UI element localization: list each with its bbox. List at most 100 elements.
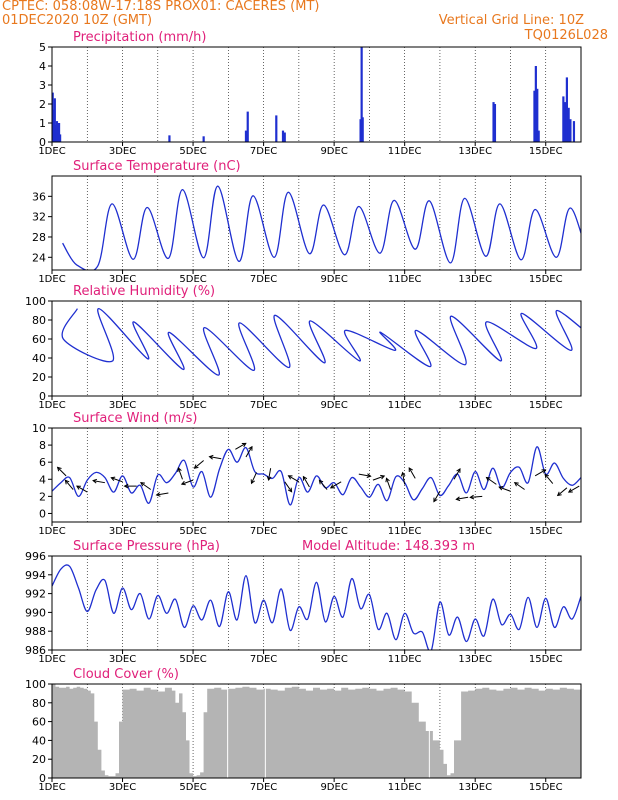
wind-arrow-head <box>408 467 413 473</box>
x-tick-label: 7DEC <box>250 400 277 411</box>
y-tick-label: 32 <box>32 211 46 224</box>
x-tick-label: 5DEC <box>179 274 206 285</box>
x-tick-label: 1DEC <box>38 654 65 665</box>
x-tick-label: 1DEC <box>38 274 65 285</box>
x-tick-label: 11DEC <box>388 526 422 537</box>
precip-bar <box>564 102 567 142</box>
wind-arrow-head <box>155 492 161 497</box>
precip-bar <box>202 136 205 142</box>
wind-arrow-head <box>498 486 504 491</box>
x-tick-label: 5DEC <box>179 526 206 537</box>
x-tick-label: 11DEC <box>388 146 422 157</box>
wind-arrow-head <box>456 467 461 473</box>
precip-bar <box>283 132 286 142</box>
y-tick-label: 5 <box>39 41 46 54</box>
wind-arrow-head <box>469 494 475 500</box>
wind-arrow-shaft <box>408 467 416 479</box>
wind-arrow-head <box>433 497 438 503</box>
y-tick-label: 40 <box>32 734 46 747</box>
precip-bar <box>537 130 540 142</box>
y-tick-label: 28 <box>32 231 46 244</box>
x-tick-label: 7DEC <box>250 146 277 157</box>
panel-title: Surface Wind (m/s) <box>73 411 197 426</box>
wind-arrow-head <box>544 473 549 479</box>
wind-arrow-head <box>123 483 129 489</box>
wind-arrow-shaft <box>57 467 67 477</box>
wind-arrow-shaft <box>385 478 392 490</box>
precip-bar <box>246 111 249 142</box>
wind-arrow-shaft <box>544 474 554 484</box>
precip-bar <box>360 47 363 142</box>
panel-2: 24 28 32 36 1DEC 3DEC 5DEC 7DEC 9DEC 11DEC 13DEC 15… <box>32 159 582 285</box>
y-tick-label: 6 <box>39 456 46 469</box>
wind-arrow-head <box>177 467 182 473</box>
y-tick-label: 80 <box>32 314 46 327</box>
header-grid-line: Vertical Grid Line: 10Z <box>438 13 584 28</box>
y-tick-label: 2 <box>39 98 46 111</box>
wind-arrow-head <box>208 454 214 460</box>
y-tick-label: 100 <box>25 678 46 691</box>
panel-data <box>62 185 581 270</box>
wind-arrow-head <box>64 479 70 485</box>
x-tick-label: 5DEC <box>179 146 206 157</box>
wind-arrow-head <box>287 487 293 493</box>
wind-arrow-head <box>180 480 186 486</box>
y-tick-label: 994 <box>25 569 46 582</box>
y-tick-label: 60 <box>32 333 46 346</box>
y-tick-label: 986 <box>25 644 46 657</box>
wind-arrow-shaft <box>181 479 194 485</box>
wind-arrow-head <box>556 491 562 497</box>
panel-3: 0 20 40 60 80 100 1DEC 3DEC 5DEC 7DEC 9DEC 11DEC 13D… <box>25 284 582 411</box>
x-tick-label: 15DEC <box>529 146 563 157</box>
x-tick-label: 1DEC <box>38 782 65 793</box>
wind-arrow-head <box>241 442 247 448</box>
x-tick-label: 5DEC <box>179 782 206 793</box>
wind-arrow-shaft <box>372 475 385 481</box>
y-tick-label: 60 <box>32 716 46 729</box>
x-tick-label: 7DEC <box>250 654 277 665</box>
x-tick-label: 7DEC <box>250 274 277 285</box>
x-tick-label: 13DEC <box>458 274 492 285</box>
y-tick-label: 2 <box>39 490 46 503</box>
wind-arrow-head <box>193 464 199 469</box>
wind-arrow-shaft <box>557 487 568 496</box>
wind-arrow-head <box>541 469 547 474</box>
precip-bar <box>57 123 61 142</box>
wind-arrow-head <box>318 479 324 485</box>
panel-title: Cloud Cover (%) <box>73 667 179 682</box>
x-tick-label: 5DEC <box>179 654 206 665</box>
x-tick-label: 3DEC <box>109 274 136 285</box>
x-tick-label: 3DEC <box>109 400 136 411</box>
x-tick-label: 15DEC <box>529 654 563 665</box>
series-line <box>52 564 581 650</box>
x-tick-label: 1DEC <box>38 146 65 157</box>
wind-arrow-head <box>366 473 372 478</box>
x-tick-label: 13DEC <box>458 146 492 157</box>
x-tick-label: 11DEC <box>388 654 422 665</box>
precip-bar <box>281 130 285 142</box>
wind-arrow-shaft <box>433 490 441 502</box>
wind-arrow-shaft <box>486 477 497 485</box>
x-tick-label: 13DEC <box>458 654 492 665</box>
wind-arrow-shaft <box>402 472 406 485</box>
y-tick-label: 20 <box>32 371 46 384</box>
panel-data <box>52 47 576 142</box>
cloud-cover-area <box>52 684 581 778</box>
wind-arrow-head <box>250 479 255 485</box>
precip-bar <box>275 115 278 142</box>
wind-arrow-shaft <box>65 480 74 490</box>
panel-data <box>52 684 581 778</box>
precip-bar <box>492 102 495 142</box>
y-tick-label: 4 <box>39 473 46 486</box>
wind-arrow-head <box>385 477 390 483</box>
wind-arrow-shaft <box>251 472 257 484</box>
y-tick-label: 0 <box>39 507 46 520</box>
panel-title: Surface Temperature (nC) <box>73 159 241 174</box>
wind-arrow-head <box>485 476 491 482</box>
wind-arrow-head <box>302 475 308 481</box>
panel-data <box>52 564 581 650</box>
x-tick-label: 9DEC <box>320 274 347 285</box>
precip-bar <box>567 107 570 142</box>
wind-arrow-shaft <box>209 456 222 460</box>
